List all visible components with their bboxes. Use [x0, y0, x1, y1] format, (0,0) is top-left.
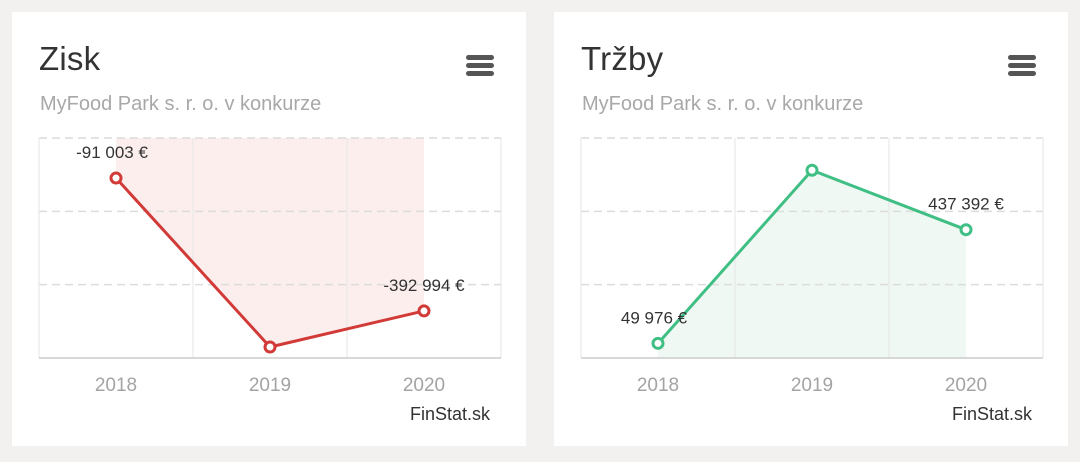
menu-icon	[466, 55, 494, 60]
data-point	[959, 223, 973, 237]
data-point	[263, 340, 277, 354]
data-point	[417, 304, 431, 318]
data-label: -91 003 €	[76, 143, 148, 162]
finstat-credit-link[interactable]: FinStat.sk	[951, 404, 1032, 424]
menu-icon	[1008, 55, 1036, 60]
x-tick-label: 2018	[637, 375, 679, 396]
data-label: -392 994 €	[383, 276, 465, 295]
x-tick-label: 2019	[249, 375, 291, 396]
card-title: Zisk	[39, 40, 101, 77]
card-title: Tržby	[581, 40, 664, 77]
revenue-card: Tržby MyFood Park s. r. o. v konkurze 49…	[554, 12, 1068, 446]
card-subtitle: MyFood Park s. r. o. v konkurze	[40, 93, 322, 115]
x-tick-label: 2020	[945, 375, 987, 396]
area-fill	[658, 170, 966, 358]
area-fill	[116, 138, 424, 347]
chart-menu-button[interactable]	[1008, 55, 1040, 81]
revenue-chart: 49 976 € 437 392 € 2018 2019 2020	[580, 137, 1044, 396]
data-label: 49 976 €	[621, 308, 688, 327]
data-label: 437 392 €	[928, 195, 1004, 214]
chart-menu-button[interactable]	[466, 55, 498, 81]
x-tick-label: 2020	[403, 375, 445, 396]
card-subtitle: MyFood Park s. r. o. v konkurze	[582, 93, 864, 115]
data-point	[651, 336, 665, 350]
x-tick-label: 2019	[791, 375, 833, 396]
finstat-credit-link[interactable]: FinStat.sk	[409, 404, 490, 424]
x-tick-label: 2018	[95, 375, 137, 396]
profit-chart: -91 003 € -392 994 € 2018 2019 2020	[38, 137, 502, 396]
profit-card: Zisk MyFood Park s. r. o. v konkurze -91…	[12, 12, 526, 446]
data-point	[109, 171, 123, 185]
data-point	[805, 163, 819, 177]
